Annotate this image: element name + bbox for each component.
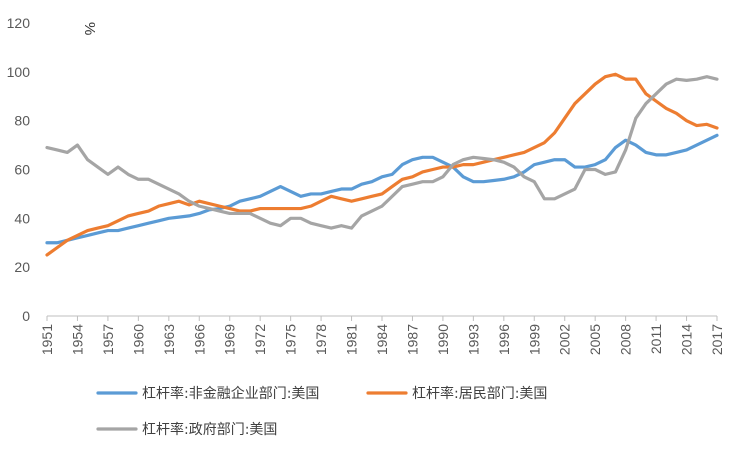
x-tick-label: 1975 (283, 324, 299, 355)
x-tick-label: 1984 (374, 324, 390, 355)
y-tick-label: 100 (7, 64, 31, 80)
y-tick-label: 120 (7, 15, 31, 31)
x-tick-label: 1960 (130, 324, 146, 355)
x-tick-label: 1981 (344, 324, 360, 355)
x-tick-label: 2014 (679, 324, 695, 355)
legend-item-2: 杠杆率:居民部门:美国 (366, 385, 547, 402)
unit-label: % (81, 22, 98, 35)
x-tick-label: 1954 (69, 324, 85, 355)
x-tick-label: 2017 (709, 324, 725, 355)
x-tick-label: 1966 (191, 324, 207, 355)
x-tick-label: 1993 (465, 324, 481, 355)
x-tick-label: 1987 (404, 324, 420, 355)
x-tick-label: 1996 (496, 324, 512, 355)
legend-item-1: 杠杆率:非金融企业部门:美国 (96, 385, 319, 402)
x-tick-label: 2002 (557, 324, 573, 355)
y-tick-label: 40 (14, 210, 30, 226)
y-tick-label: 60 (14, 162, 30, 178)
legend-label: 杠杆率:政府部门:美国 (142, 421, 277, 438)
x-tick-label: 1951 (39, 324, 55, 355)
series-line-3 (45, 75, 719, 230)
x-tick-label: 1999 (526, 324, 542, 355)
series-lines (45, 72, 719, 257)
x-tick-label: 1972 (252, 324, 268, 355)
x-tick-label: 1963 (161, 324, 177, 355)
legend-item-3: 杠杆率:政府部门:美国 (96, 421, 277, 438)
x-tick-label: 1990 (435, 324, 451, 355)
x-tick-label: 1978 (313, 324, 329, 355)
y-tick-label: 0 (22, 308, 30, 324)
series-line-1 (45, 133, 719, 245)
x-tick-label: 2011 (648, 324, 664, 354)
legend-label: 杠杆率:非金融企业部门:美国 (142, 385, 319, 402)
x-tick-label: 2005 (587, 324, 603, 355)
legend-label: 杠杆率:居民部门:美国 (412, 385, 547, 402)
x-tick-label: 1969 (222, 324, 238, 355)
y-tick-label: 80 (14, 113, 30, 129)
x-tick-label: 1957 (100, 324, 116, 355)
y-tick-label: 20 (14, 259, 30, 275)
x-tick-label: 2008 (618, 324, 634, 355)
axes: 0 20 40 60 80 100 120 1951 1954 1957 1960 1963 1966 1… (7, 15, 725, 355)
series-line-2 (45, 72, 719, 257)
